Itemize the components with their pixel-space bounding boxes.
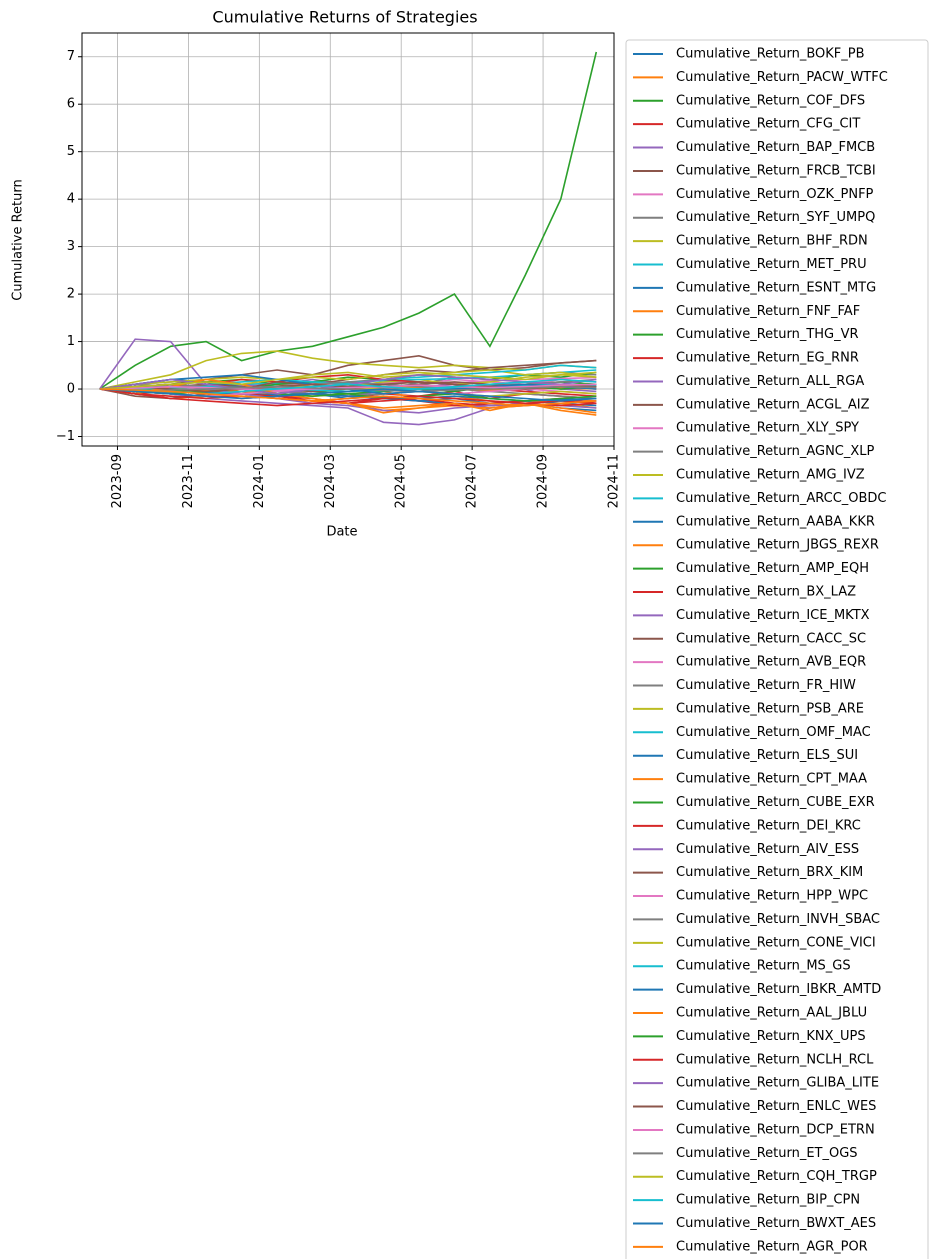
- legend-label: Cumulative_Return_ACGL_AIZ: [676, 397, 870, 412]
- y-tick-label: 3: [67, 239, 75, 254]
- y-tick-label: 7: [67, 49, 75, 64]
- legend-label: Cumulative_Return_JBGS_REXR: [676, 538, 879, 553]
- legend-label: Cumulative_Return_CACC_SC: [676, 631, 866, 646]
- legend-label: Cumulative_Return_CONE_VICI: [676, 935, 876, 950]
- legend-label: Cumulative_Return_CFG_CIT: [676, 117, 860, 132]
- series-line: [99, 388, 597, 407]
- legend-label: Cumulative_Return_BOKF_PB: [676, 47, 865, 62]
- legend-label: Cumulative_Return_BRX_KIM: [676, 865, 863, 880]
- legend-label: Cumulative_Return_AVB_EQR: [676, 655, 866, 670]
- legend-label: Cumulative_Return_KNX_UPS: [676, 1029, 866, 1044]
- x-tick-label: 2023-09: [110, 454, 125, 508]
- legend-label: Cumulative_Return_AABA_KKR: [676, 514, 875, 529]
- y-tick-label: −1: [56, 429, 75, 444]
- y-tick-label: 1: [67, 334, 75, 349]
- legend-label: Cumulative_Return_FNF_FAF: [676, 304, 860, 319]
- legend-label: Cumulative_Return_ELS_SUI: [676, 748, 858, 763]
- legend-label: Cumulative_Return_INVH_SBAC: [676, 912, 880, 927]
- y-tick-label: 6: [67, 97, 75, 112]
- legend-label: Cumulative_Return_ESNT_MTG: [676, 280, 876, 295]
- series-line: [99, 388, 597, 402]
- legend-label: Cumulative_Return_ICE_MKTX: [676, 608, 870, 623]
- legend-label: Cumulative_Return_THG_VR: [676, 327, 859, 342]
- legend-label: Cumulative_Return_PACW_WTFC: [676, 70, 888, 85]
- x-tick-label: 2024-11: [607, 454, 622, 508]
- legend-label: Cumulative_Return_AIV_ESS: [676, 842, 859, 857]
- y-tick-label: 4: [67, 192, 75, 207]
- legend-label: Cumulative_Return_BIP_CPN: [676, 1193, 860, 1208]
- x-tick-label: 2024-01: [252, 454, 267, 508]
- legend-label: Cumulative_Return_CPT_MAA: [676, 772, 867, 787]
- legend-label: Cumulative_Return_AMG_IVZ: [676, 468, 865, 483]
- legend-label: Cumulative_Return_OMF_MAC: [676, 725, 871, 740]
- legend-label: Cumulative_Return_GLIBA_LITE: [676, 1076, 879, 1091]
- legend-label: Cumulative_Return_COF_DFS: [676, 93, 865, 108]
- x-axis-label: Date: [326, 525, 357, 540]
- legend-label: Cumulative_Return_DEI_KRC: [676, 818, 861, 833]
- x-tick-label: 2023-11: [181, 454, 196, 508]
- legend-label: Cumulative_Return_ET_OGS: [676, 1146, 858, 1161]
- legend-label: Cumulative_Return_CUBE_EXR: [676, 795, 875, 810]
- legend-label: Cumulative_Return_AAL_JBLU: [676, 1005, 867, 1020]
- legend-label: Cumulative_Return_NCLH_RCL: [676, 1052, 874, 1067]
- series-line: [99, 51, 598, 390]
- x-tick-label: 2024-09: [536, 454, 551, 508]
- legend-label: Cumulative_Return_BX_LAZ: [676, 584, 856, 599]
- legend-label: Cumulative_Return_MET_PRU: [676, 257, 867, 272]
- y-tick-label: 2: [67, 287, 75, 302]
- legend-label: Cumulative_Return_AGNC_XLP: [676, 444, 875, 459]
- series-line: [99, 350, 597, 390]
- legend-label: Cumulative_Return_FR_HIW: [676, 678, 856, 693]
- legend-label: Cumulative_Return_CQH_TRGP: [676, 1169, 877, 1184]
- legend-label: Cumulative_Return_BHF_RDN: [676, 234, 868, 249]
- chart-title: Cumulative Returns of Strategies: [212, 8, 477, 27]
- legend-label: Cumulative_Return_HPP_WPC: [676, 889, 868, 904]
- legend-label: Cumulative_Return_ENLC_WES: [676, 1099, 876, 1114]
- legend-label: Cumulative_Return_EG_RNR: [676, 351, 859, 366]
- y-axis-label: Cumulative Return: [11, 179, 26, 300]
- x-tick-label: 2024-07: [465, 454, 480, 508]
- legend-label: Cumulative_Return_XLY_SPY: [676, 421, 859, 436]
- series-line: [99, 388, 597, 407]
- series-line: [99, 385, 597, 393]
- legend-label: Cumulative_Return_AGR_POR: [676, 1239, 868, 1254]
- y-tick-label: 0: [67, 382, 75, 397]
- legend-label: Cumulative_Return_SYF_UMPQ: [676, 210, 875, 225]
- legend-label: Cumulative_Return_OZK_PNFP: [676, 187, 874, 202]
- legend-label: Cumulative_Return_DCP_ETRN: [676, 1122, 875, 1137]
- x-tick-label: 2024-03: [323, 454, 338, 508]
- legend-label: Cumulative_Return_PSB_ARE: [676, 701, 864, 716]
- legend-label: Cumulative_Return_BAP_FMCB: [676, 140, 875, 155]
- series-line: [99, 383, 597, 391]
- legend-label: Cumulative_Return_ARCC_OBDC: [676, 491, 887, 506]
- legend-label: Cumulative_Return_MS_GS: [676, 959, 851, 974]
- legend-label: Cumulative_Return_FRCB_TCBI: [676, 163, 876, 178]
- legend-label: Cumulative_Return_ALL_RGA: [676, 374, 864, 389]
- legend-label: Cumulative_Return_AMP_EQH: [676, 561, 869, 576]
- plot-frame: [81, 32, 615, 447]
- legend-label: Cumulative_Return_IBKR_AMTD: [676, 982, 881, 997]
- x-tick-label: 2024-05: [394, 454, 409, 508]
- legend-box: [625, 39, 929, 1259]
- legend-label: Cumulative_Return_BWXT_AES: [676, 1216, 876, 1231]
- y-tick-label: 5: [67, 144, 75, 159]
- series-line: [99, 371, 597, 390]
